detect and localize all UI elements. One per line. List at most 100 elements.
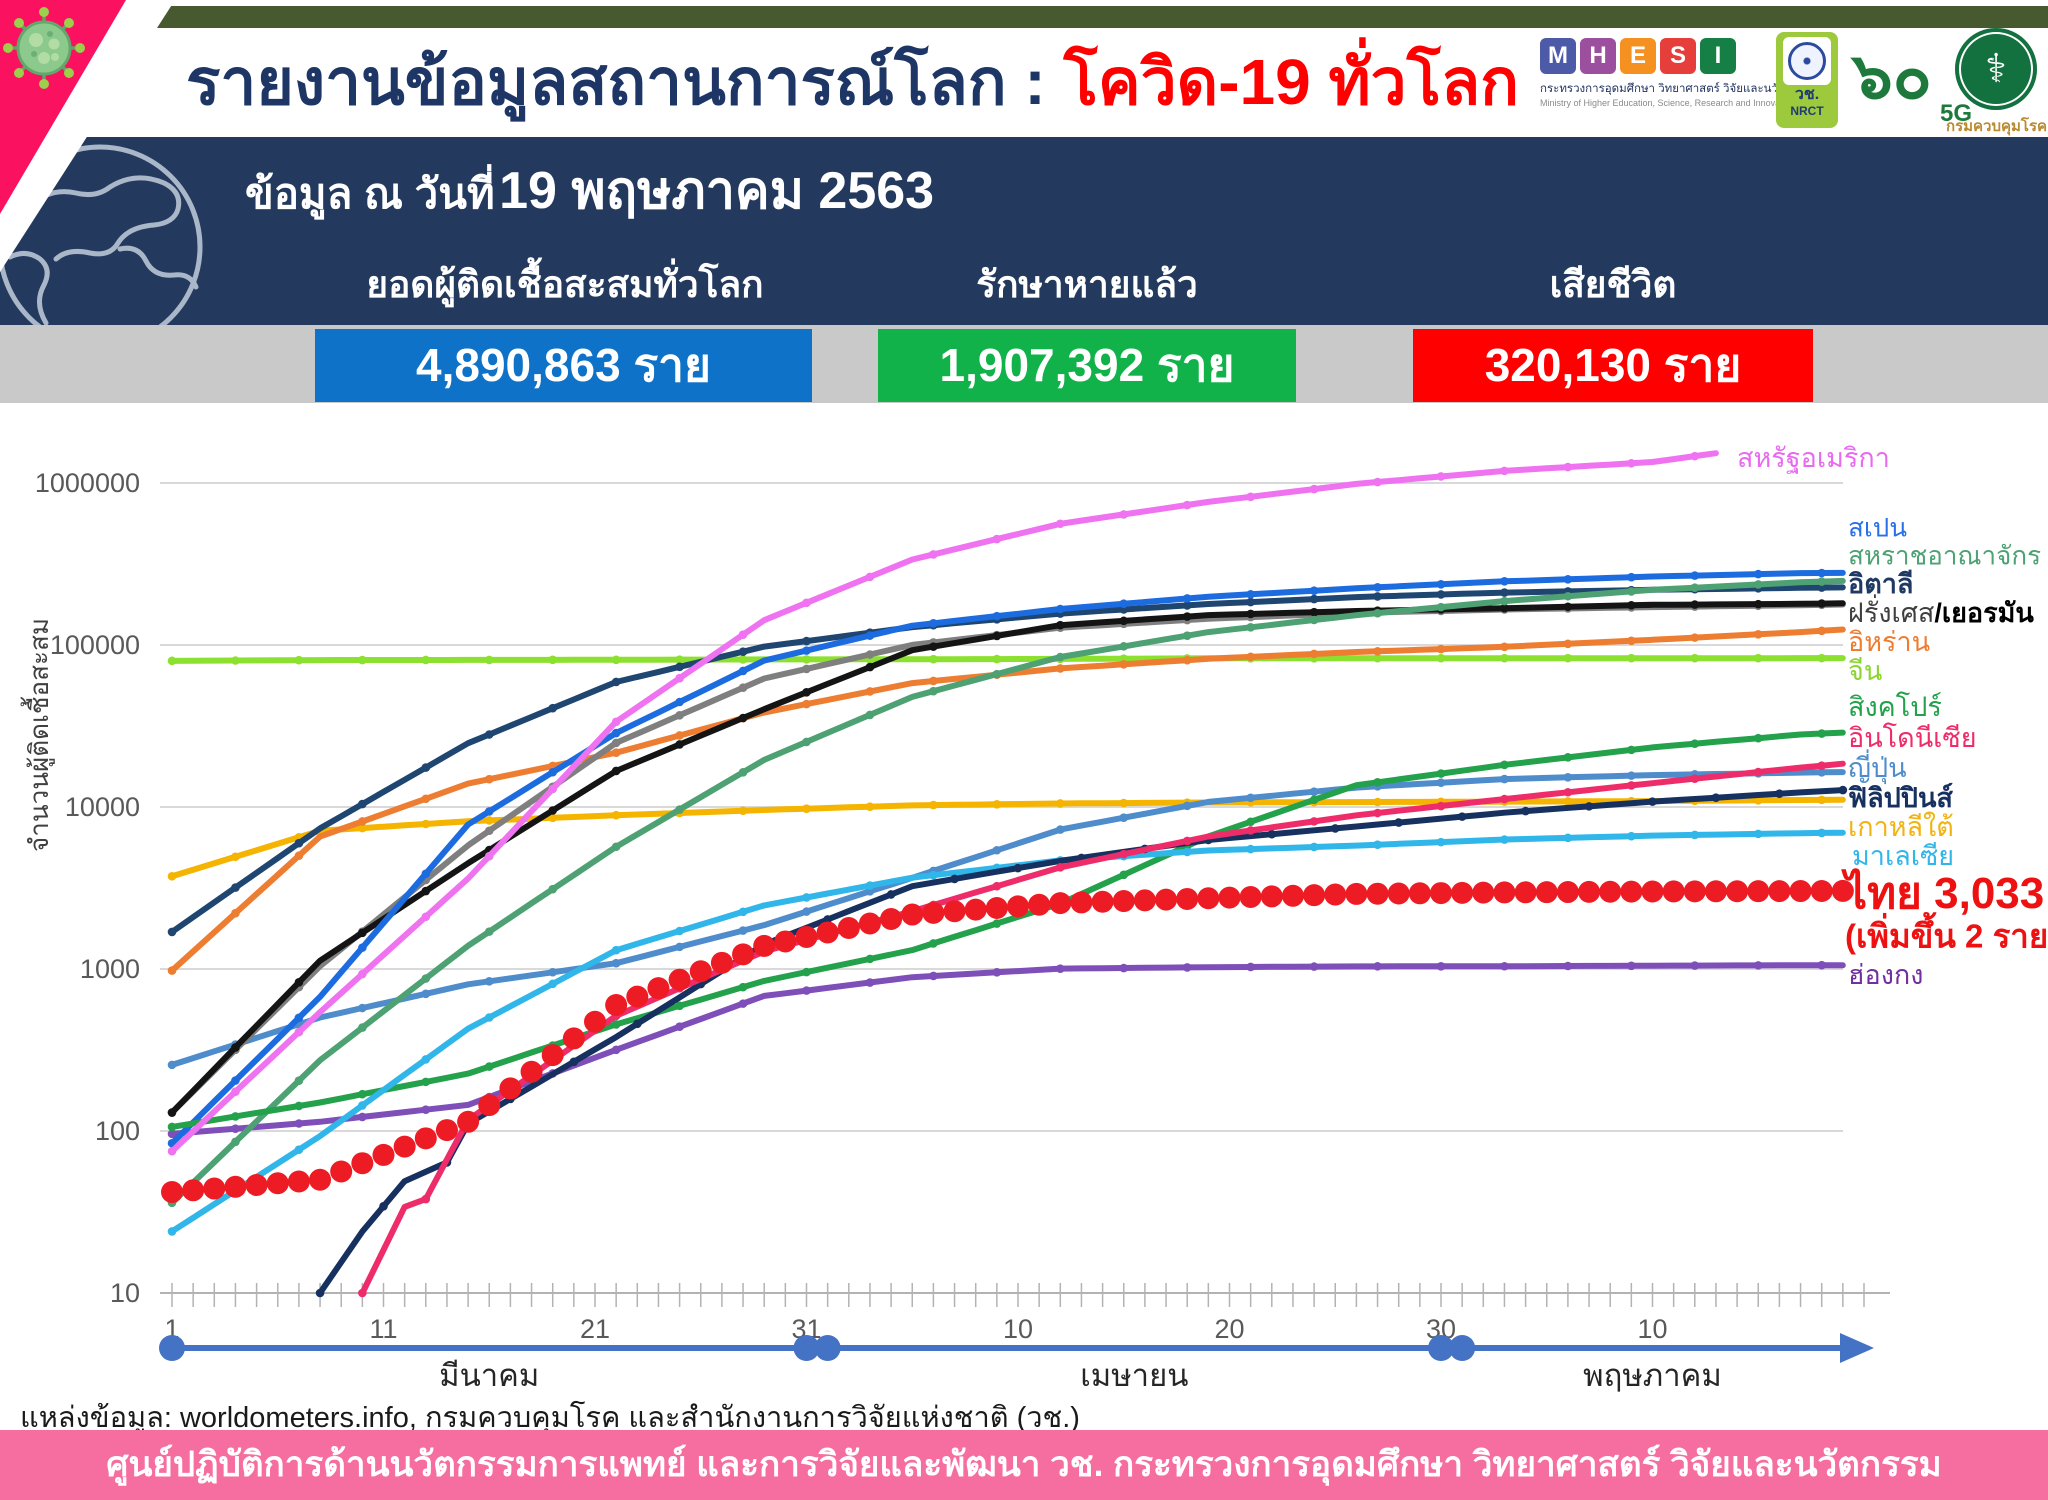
month-label: พฤษภาคม — [1583, 1358, 1722, 1393]
timeline-dot — [1449, 1335, 1476, 1361]
series-marker-สิงคโปร์ — [738, 982, 748, 992]
series-marker-ฝรั่งเศส — [1309, 607, 1319, 617]
mhesi-letter-boxes: M H E S I — [1540, 38, 1760, 74]
series-marker-สหรัฐอเมริกา — [929, 550, 938, 559]
series-marker-สหรัฐอเมริกา — [738, 630, 748, 639]
series-marker-ฟิลิปปินส์ — [1330, 824, 1340, 833]
series-marker-เกาหลีใต้ — [167, 871, 177, 881]
series-marker-จีน — [167, 656, 177, 666]
series-marker-สหรัฐอเมริกา — [1056, 519, 1065, 529]
series-marker-สหรัฐอเมริกา — [1627, 458, 1636, 468]
series-marker-อิหร่าน — [1182, 655, 1192, 665]
series-marker-จีน — [1690, 653, 1700, 663]
series-marker-จีน — [484, 655, 494, 665]
series-marker-สเปน — [1056, 604, 1065, 614]
month-label: เมษายน — [1080, 1358, 1188, 1393]
series-marker-เกาหลีใต้ — [1119, 798, 1129, 808]
series-marker-สหราชอาณาจักร — [1309, 615, 1319, 625]
series-marker-มาเลเซีย — [1500, 835, 1509, 844]
date-banner — [0, 137, 2048, 325]
series-marker-ฟิลิปปินส์ — [1775, 789, 1784, 799]
series-dot-ไทย — [1726, 880, 1749, 903]
series-dot-ไทย — [922, 901, 945, 924]
y-tick-label: 1000 — [80, 954, 140, 984]
series-marker-เกาหลีใต้ — [1563, 797, 1573, 806]
series-dot-ไทย — [985, 897, 1008, 920]
series-marker-มาเลเซีย — [1563, 833, 1573, 843]
series-marker-สเปน — [929, 618, 938, 628]
date-value: 19 พฤษภาคม 2563 — [499, 162, 935, 220]
series-marker-สิงคโปร์ — [865, 954, 875, 964]
series-marker-อินโดนีเซีย — [1436, 801, 1446, 811]
series-marker-อิหร่าน — [611, 748, 621, 757]
series-dot-ไทย — [880, 908, 903, 931]
series-marker-ฝรั่งเศส — [611, 766, 621, 776]
series-marker-สหราชอาณาจักร — [865, 710, 875, 720]
series-marker-จีน — [1563, 653, 1573, 663]
series-dot-ไทย — [858, 912, 881, 935]
series-marker-เกาหลีใต้ — [929, 800, 938, 810]
series-dot-ไทย — [837, 916, 860, 939]
series-marker-สเปน — [1563, 574, 1573, 584]
series-marker-สหราชอาณาจักร — [484, 927, 494, 936]
series-dot-ไทย — [1556, 881, 1579, 904]
series-marker-อิตาลี — [167, 927, 177, 937]
series-marker-สหราชอาณาจักร — [802, 737, 811, 747]
series-marker-สหรัฐอเมริกา — [675, 673, 684, 683]
series-marker-สหรัฐอเมริกา — [1500, 466, 1509, 476]
nrct-abbrev: NRCT — [1790, 104, 1824, 118]
series-marker-สหราชอาณาจักร — [1182, 631, 1192, 640]
series-marker-จีน — [802, 655, 811, 664]
virus-icon — [3, 7, 85, 89]
series-dot-ไทย — [1239, 886, 1262, 909]
moph-caption: กรมควบคุมโรค — [1946, 118, 2048, 135]
series-marker-ญี่ปุ่น — [421, 989, 431, 999]
series-marker-สเปน — [1817, 568, 1826, 578]
series-marker-ฝรั่งเศส — [358, 928, 367, 938]
series-marker-จีน — [294, 655, 304, 665]
series-marker-สิงคโปร์ — [1246, 817, 1255, 827]
series-dot-ไทย — [1493, 881, 1516, 904]
series-marker-สเปน — [1119, 599, 1129, 609]
series-marker-อิหร่าน — [1246, 652, 1255, 662]
series-marker-สเปน — [992, 611, 1002, 621]
series-marker-อิหร่าน — [1056, 664, 1065, 673]
series-marker-ฮ่องกง — [738, 999, 748, 1008]
top-accent-bar — [0, 6, 2048, 28]
series-marker-ฝรั่งเศส — [1627, 601, 1636, 610]
stat-label-recovered: รักษาหายแล้ว — [976, 264, 1198, 305]
series-dot-ไทย — [182, 1179, 205, 1202]
series-marker-ฟิลิปปินส์ — [950, 874, 959, 884]
date-prefix: ข้อมูล ณ วันที่ — [245, 170, 495, 217]
series-dot-ไทย — [605, 994, 628, 1017]
series-dot-ไทย — [1641, 880, 1664, 903]
mhesi-thai-caption: กระทรวงการอุดมศึกษา วิทยาศาสตร์ วิจัยและ… — [1540, 83, 1813, 95]
series-marker-อินโดนีเซีย — [992, 881, 1002, 891]
series-marker-มาเลเซีย — [421, 1055, 431, 1064]
series-marker-สหราชอาณาจักร — [1753, 580, 1763, 589]
series-dot-ไทย — [1197, 887, 1220, 910]
series-marker-ญี่ปุ่น — [611, 958, 621, 968]
series-marker-สหรัฐอเมริกา — [358, 969, 367, 979]
series-dot-ไทย — [351, 1152, 374, 1175]
series-marker-อิหร่าน — [231, 908, 240, 918]
page-title-prefix: รายงานข้อมูลสถานการณ์โลก : — [186, 46, 1064, 118]
series-marker-สเปน — [484, 807, 494, 816]
series-marker-จีน — [1627, 653, 1636, 663]
series-marker-อิตาลี — [802, 636, 811, 646]
five-g-label: 5G — [1939, 100, 1972, 127]
series-dot-ไทย — [1133, 889, 1156, 912]
series-marker-เกาหลีใต้ — [865, 802, 875, 811]
series-dot-ไทย — [287, 1170, 310, 1193]
series-dot-ไทย — [901, 903, 924, 926]
series-marker-ฟิลิปปินส์ — [379, 1201, 388, 1211]
series-dot-ไทย — [1789, 880, 1812, 903]
series-marker-สเปน — [675, 697, 684, 707]
series-marker-ฮ่องกง — [358, 1112, 367, 1122]
page-title-highlight: โควิด-19 ทั่วโลก — [1063, 46, 1519, 118]
series-marker-ฟิลิปปินส์ — [1267, 829, 1277, 839]
series-dot-ไทย — [647, 977, 670, 1000]
y-tick-label: 10 — [110, 1278, 140, 1308]
timeline-dot — [159, 1335, 185, 1361]
